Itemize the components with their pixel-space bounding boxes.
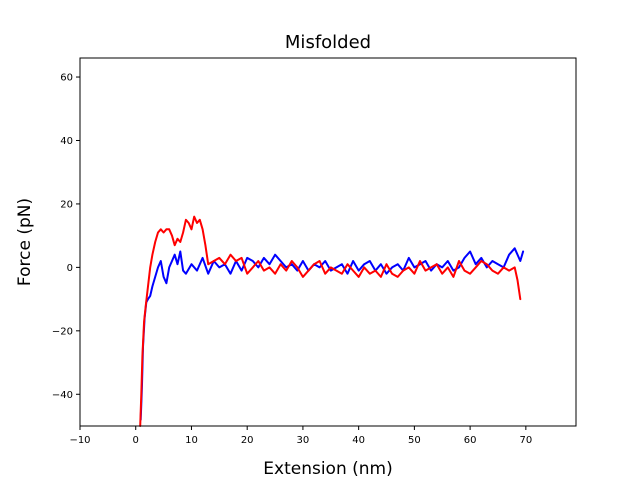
chart-title: Misfolded [285,32,371,53]
x-tick-label: 50 [408,435,421,446]
y-tick-label: 40 [60,136,73,147]
x-tick-label: 40 [352,435,365,446]
y-axis-title: Force (pN) [15,198,35,286]
y-tick-label: −20 [52,326,73,337]
series-layer [139,215,525,427]
x-tick-label: 0 [133,435,139,446]
x-tick-label: 70 [519,435,532,446]
plot-frame [79,57,577,427]
series-line-2 [139,215,522,427]
y-tick-label: 0 [67,263,73,274]
x-tick-label: 20 [241,435,254,446]
tick-layer: −10 0 10 20 30 40 50 60 70 −40 −20 0 20 40 60 [52,73,532,446]
x-tick-label: 10 [185,435,198,446]
x-tick-label: 60 [464,435,477,446]
series-line-1 [139,247,525,421]
x-tick-label: 30 [297,435,310,446]
x-tick-label: −10 [69,435,90,446]
x-axis-title: Extension (nm) [263,459,392,479]
y-tick-label: 20 [60,199,73,210]
y-tick-label: 60 [60,73,73,84]
y-tick-label: −40 [52,390,73,401]
